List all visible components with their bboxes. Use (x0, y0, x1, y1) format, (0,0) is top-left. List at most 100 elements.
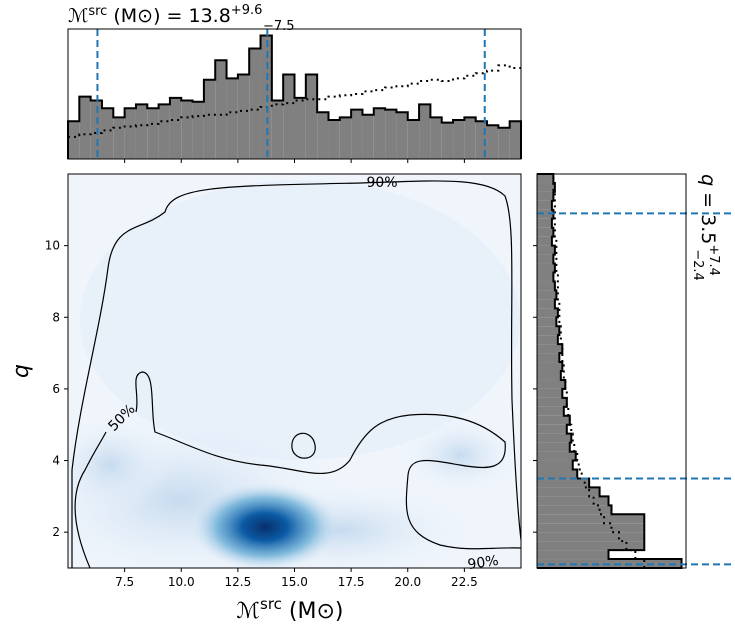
hist-bar (294, 97, 306, 159)
hist-bar (537, 191, 554, 201)
hist-bar (537, 263, 555, 273)
label-part: q (697, 174, 719, 186)
label-part: −2.4 (690, 249, 705, 281)
hist-bar (537, 433, 572, 443)
title-part: −7.5 (263, 19, 295, 34)
x-tick-label: 10.0 (168, 575, 195, 589)
top-title: ℳsrc (M⊙) = 13.8+9.6−7.5 (68, 3, 295, 34)
hist-bar (537, 209, 554, 219)
label-part: src (260, 595, 282, 613)
x-tick-label: 12.5 (225, 575, 252, 589)
hist-bar (203, 79, 216, 159)
hist-bar (537, 299, 555, 309)
hist-bar (249, 48, 261, 159)
hist-bar (537, 200, 552, 210)
hist-bar (537, 406, 564, 416)
hist-bar (537, 397, 567, 407)
title-part: (M⊙) = 13.8 (107, 5, 230, 27)
y-tick-label: 6 (52, 382, 60, 396)
hist-bar (537, 415, 570, 425)
x-axis-label: ℳsrc (M⊙) (236, 595, 343, 624)
label-part: ℳ (236, 599, 260, 624)
contour-label: 90% (467, 553, 500, 573)
hist-bar (215, 60, 227, 160)
hist-bar (396, 112, 408, 159)
y-tick-label: 10 (45, 239, 60, 253)
y-tick-label: 2 (52, 525, 60, 539)
hist-outline (537, 173, 683, 569)
hist-bar (537, 335, 558, 345)
hist-bar (158, 104, 170, 159)
hist-bar (271, 100, 284, 159)
hist-bar (537, 218, 552, 228)
hist-bar (537, 272, 554, 282)
hist-bar (147, 108, 159, 159)
hist-bar (453, 120, 465, 159)
hist-bar (226, 78, 238, 159)
hist-bar (101, 108, 114, 159)
hist-bar (537, 514, 645, 524)
hist-bar (537, 174, 554, 183)
hist-bar (537, 550, 609, 560)
hist-bar (537, 317, 557, 327)
hist-bar (124, 108, 136, 159)
hist-bar (498, 127, 510, 159)
hist-bar (537, 353, 560, 363)
hist-bar (192, 101, 204, 159)
hist-bar (537, 281, 555, 291)
hist-bar (537, 388, 563, 398)
hist-bar (441, 122, 454, 159)
hist-bar (537, 254, 554, 264)
x-tick-label: 7.5 (115, 575, 134, 589)
hist-bar (475, 121, 488, 159)
hist-bar (537, 245, 555, 255)
hist-bar (537, 424, 567, 434)
hist-bar (537, 478, 590, 488)
hist-bar (537, 227, 554, 237)
hist-bar (90, 100, 102, 159)
x-tick-label: 22.5 (451, 575, 478, 589)
hist-bar (537, 326, 560, 336)
hist-bar (537, 541, 645, 551)
label-part: +7.4 (706, 244, 721, 276)
hist-bar (339, 117, 352, 159)
hist-bar (169, 97, 182, 159)
hist-bar (537, 487, 600, 497)
hist-bar (237, 74, 250, 159)
hist-bar (305, 74, 318, 159)
density-map (68, 174, 521, 568)
label-part: = 3.5 (697, 186, 719, 244)
hist-bar (537, 505, 612, 515)
hist-bar (537, 379, 566, 389)
y-tick-label: 8 (52, 310, 60, 324)
hist-bar (260, 35, 272, 159)
title-part: +9.6 (231, 3, 263, 18)
hist-outline (67, 34, 522, 159)
hist-bar (362, 114, 374, 159)
title-part: src (88, 4, 107, 19)
title-part: ℳ (68, 5, 88, 27)
hist-bar (537, 182, 555, 192)
y-axis-label: q (9, 364, 34, 378)
label-part: (M⊙) (282, 599, 344, 624)
hist-bar (537, 532, 645, 542)
hist-bar (385, 109, 397, 159)
hist-bar (537, 362, 563, 371)
hist-bar (537, 451, 576, 461)
hist-bar (407, 120, 420, 159)
hist-bar (328, 120, 340, 159)
hist-bar (537, 371, 561, 380)
panel-frame (536, 173, 687, 569)
hist-bar (68, 121, 80, 159)
hist-bar (537, 469, 578, 479)
hist-bar (135, 104, 148, 159)
hist-bar (113, 117, 125, 159)
prior-step (552, 174, 646, 568)
contour-label: 90% (366, 175, 397, 191)
hist-bar (464, 117, 476, 159)
hist-bar (317, 112, 329, 159)
x-tick-label: 17.5 (338, 575, 365, 589)
hist-bar (283, 74, 295, 159)
hist-bar (373, 108, 386, 159)
